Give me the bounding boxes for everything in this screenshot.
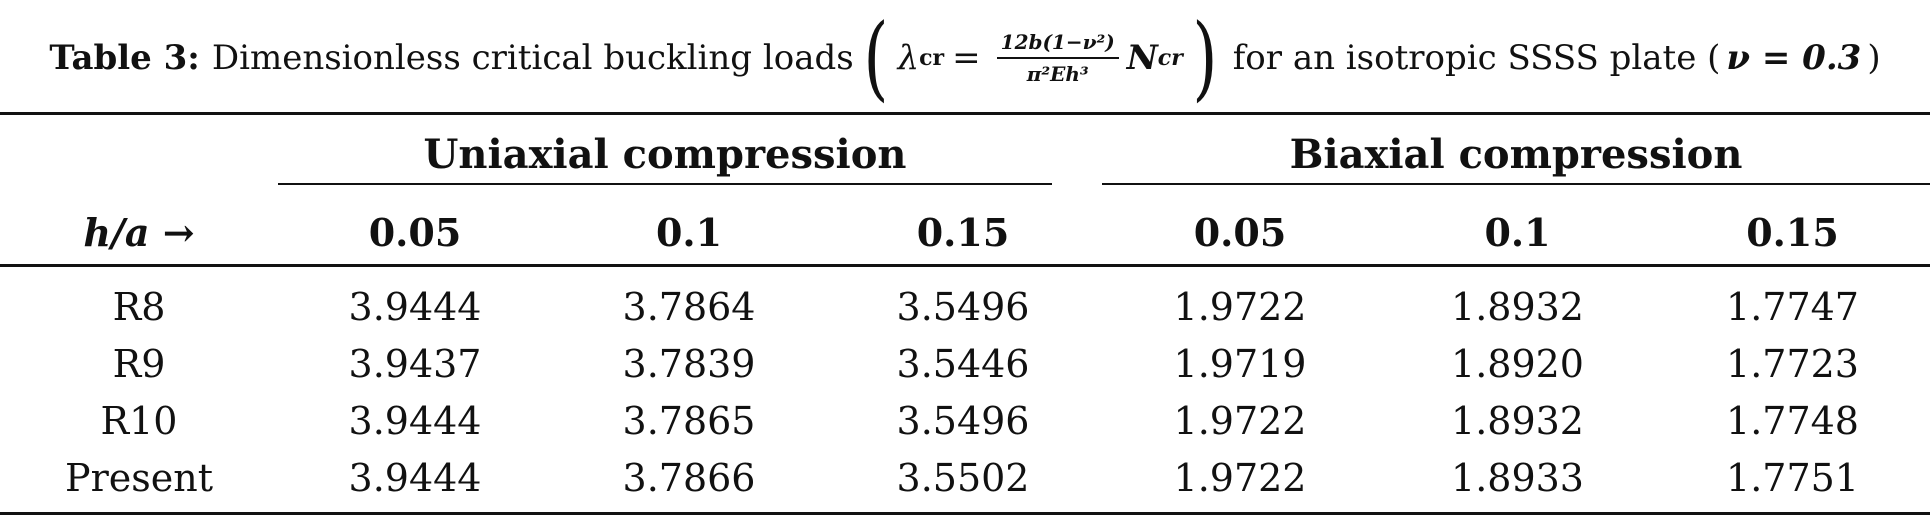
- table-cell: 3.7864: [622, 285, 756, 329]
- equals-sign: =: [952, 38, 981, 78]
- lambda-symbol: λ: [897, 38, 920, 78]
- table-cell: 1.7748: [1726, 399, 1859, 443]
- uniaxial-group-rule: [278, 183, 1052, 185]
- group-header-uniaxial: Uniaxial compression: [423, 130, 907, 178]
- table-cell: 3.5496: [896, 285, 1030, 329]
- table-cell: 3.9444: [348, 285, 482, 329]
- biaxial-group-rule: [1102, 183, 1930, 185]
- table-cell: 1.8920: [1451, 342, 1584, 386]
- table-cell: 3.5446: [896, 342, 1030, 386]
- column-header: 0.1: [1484, 209, 1551, 255]
- table-cell: 1.9722: [1173, 399, 1307, 443]
- table-cell: 1.9722: [1173, 285, 1307, 329]
- column-header: 0.1: [655, 209, 723, 255]
- table-cell: 1.8933: [1451, 456, 1584, 500]
- lambda-subscript: cr: [919, 45, 945, 71]
- n-symbol: N: [1126, 38, 1158, 78]
- header-bottom-rule: [0, 264, 1930, 267]
- table-cell: 3.7865: [622, 399, 756, 443]
- table-cell: 3.9444: [348, 399, 482, 443]
- table-cell: 1.7751: [1726, 456, 1859, 500]
- group-header-biaxial: Biaxial compression: [1289, 130, 1743, 178]
- column-header: 0.05: [1193, 209, 1287, 255]
- caption-text-before: Dimensionless critical buckling loads: [211, 38, 854, 78]
- row-header-ratio: h/a →: [83, 209, 195, 255]
- n-subscript: cr: [1157, 45, 1183, 71]
- caption-close-paren: ): [1867, 38, 1881, 78]
- table-cell: 3.9444: [348, 456, 482, 500]
- table-cell: 3.5502: [896, 456, 1030, 500]
- fraction: 12b(1−ν²) π²Eh³: [996, 30, 1119, 86]
- column-header: 0.05: [368, 209, 462, 255]
- caption-label: Table 3:: [49, 38, 200, 78]
- column-header: 0.15: [916, 209, 1010, 255]
- caption-text-after: for an isotropic SSSS plate (: [1232, 38, 1721, 78]
- fraction-numerator: 12b(1−ν²): [996, 30, 1119, 59]
- table-cell: 1.9722: [1173, 456, 1307, 500]
- table-cell: 1.8932: [1451, 399, 1584, 443]
- caption-nu-expression: ν = 0.3: [1726, 38, 1862, 78]
- open-big-paren: (: [863, 4, 889, 111]
- table-cell: 1.9719: [1173, 342, 1307, 386]
- table-bottom-rule: [0, 512, 1930, 515]
- table-cell: 3.7839: [622, 342, 756, 386]
- table-cell: 1.8932: [1451, 285, 1584, 329]
- table-cell: 3.9437: [348, 342, 482, 386]
- row-label: R9: [112, 342, 166, 386]
- table-caption: Table 3: Dimensionless critical buckling…: [0, 8, 1930, 108]
- table-cell: 1.7723: [1726, 342, 1859, 386]
- row-label: R8: [112, 285, 166, 329]
- row-label: R10: [100, 399, 178, 443]
- table-cell: 3.7866: [622, 456, 756, 500]
- fraction-denominator: π²Eh³: [1026, 62, 1089, 86]
- column-header: 0.15: [1746, 209, 1839, 255]
- table-top-rule: [0, 112, 1930, 115]
- table-cell: 3.5496: [896, 399, 1030, 443]
- close-big-paren: ): [1192, 4, 1218, 111]
- row-label: Present: [65, 456, 213, 500]
- table-cell: 1.7747: [1726, 285, 1859, 329]
